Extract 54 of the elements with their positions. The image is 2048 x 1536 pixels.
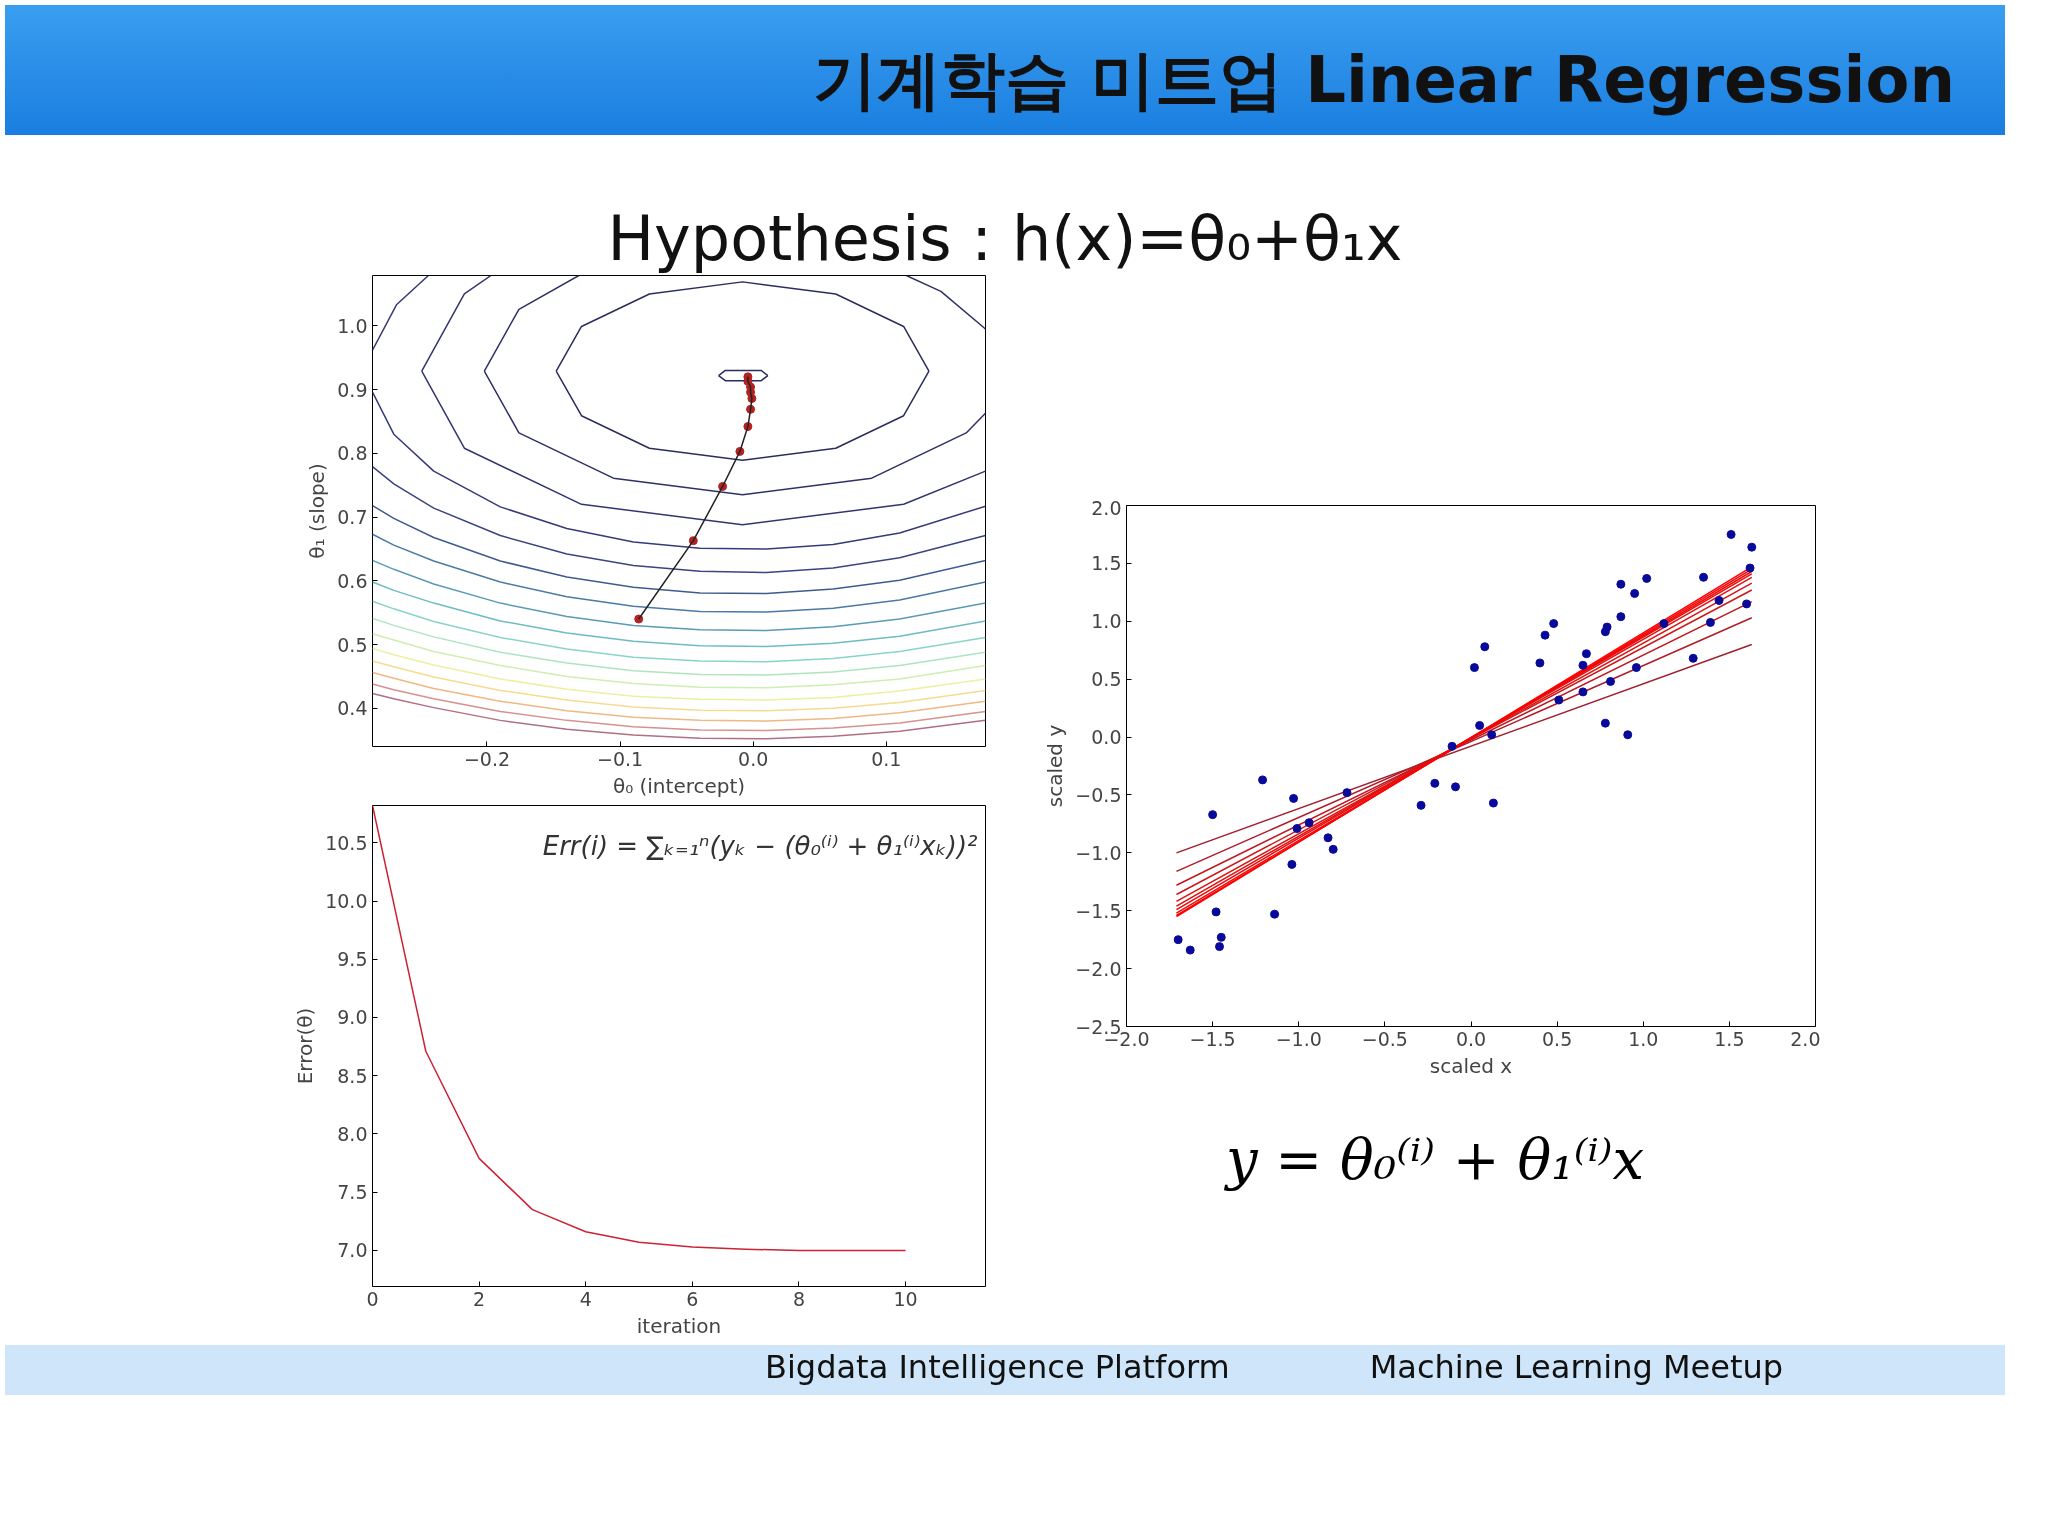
y-axis-title: scaled y: [1043, 724, 1068, 808]
y-tick-label: 0.8: [337, 442, 368, 465]
x-tick-label: 0.5: [1542, 1027, 1573, 1050]
y-tick-label: 0.5: [1091, 668, 1122, 691]
x-tick-label: 8: [792, 1287, 805, 1310]
x-tick-label: −0.2: [463, 747, 511, 770]
x-tick-label: −1.0: [1275, 1027, 1322, 1050]
x-tick-label: −0.5: [1361, 1027, 1408, 1050]
y-tick-label: 0.6: [337, 569, 368, 592]
y-tick-label: 0.5: [337, 633, 368, 656]
text: Bigdata Intelligence Platform: [765, 1348, 1230, 1386]
y-tick-label: 0.4: [337, 697, 368, 720]
y-tick-label: −2.0: [1075, 957, 1122, 980]
x-tick-label: 1.0: [1628, 1027, 1659, 1050]
annotation: Err(i) = ∑ₖ₌₁ⁿ(yₖ − (θ₀⁽ⁱ⁾ + θ₁⁽ⁱ⁾xₖ))²: [542, 830, 978, 861]
y-tick-label: 10.0: [325, 890, 368, 912]
x-axis-title: scaled x: [1429, 1053, 1513, 1078]
x-axis-title: iteration: [636, 1313, 722, 1338]
y-tick-label: 9.0: [337, 1006, 368, 1029]
y-tick-label: −1.0: [1075, 841, 1122, 864]
x-tick-label: 0.0: [1455, 1027, 1487, 1050]
x-tick-label: 0.0: [738, 747, 769, 770]
y-tick-label: 1.0: [1091, 610, 1122, 633]
x-tick-label: 2: [473, 1287, 486, 1310]
y-axis-title: Error(θ): [293, 1007, 318, 1085]
x-tick-label: 1.5: [1714, 1027, 1745, 1050]
x-tick-label: 6: [686, 1287, 699, 1310]
y-tick-label: 0.9: [337, 378, 368, 401]
text: Machine Learning Meetup: [1369, 1348, 1784, 1386]
y-tick-label: 0.7: [337, 506, 368, 529]
x-axis-title: θ₀ (intercept): [612, 773, 746, 798]
x-tick-label: 10: [893, 1287, 918, 1310]
text: y = θ₀⁽ⁱ⁾ + θ₁⁽ⁱ⁾x: [1225, 1126, 1645, 1194]
x-tick-label: −0.1: [597, 747, 644, 770]
x-tick-label: 4: [579, 1287, 592, 1310]
y-tick-label: 2.0: [1091, 496, 1122, 519]
y-axis-title: θ₁ (slope): [305, 463, 330, 559]
y-tick-label: 0.0: [1091, 726, 1122, 749]
y-tick-label: 1.0: [337, 314, 368, 337]
text: 기계학습 미트업 Linear Regression: [812, 42, 1955, 119]
y-tick-label: 8.0: [337, 1122, 368, 1145]
chart-subtitle: Hypothesis : h(x)=θ₀+θ₁x: [607, 201, 1403, 277]
y-tick-label: 7.5: [337, 1181, 368, 1204]
y-tick-label: −1.5: [1075, 899, 1122, 922]
x-tick-label: 0.1: [871, 747, 902, 770]
y-tick-label: 8.5: [337, 1064, 368, 1087]
y-tick-label: −0.5: [1075, 783, 1122, 806]
y-tick-label: 1.5: [1091, 552, 1122, 575]
y-tick-label: 10.5: [325, 831, 368, 854]
x-tick-label: 2.0: [1790, 1027, 1821, 1050]
x-tick-label: −1.5: [1189, 1027, 1236, 1050]
x-tick-label: 0: [366, 1287, 379, 1310]
y-tick-label: 9.5: [337, 948, 368, 971]
y-tick-label: 7.0: [337, 1239, 368, 1262]
